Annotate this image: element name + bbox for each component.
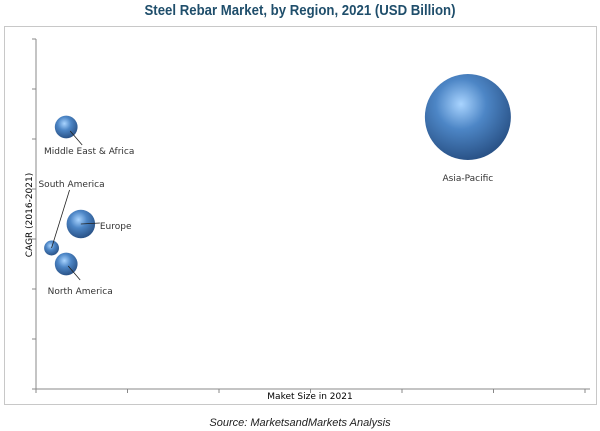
bubble-label: Europe — [100, 222, 132, 232]
leader-line — [80, 222, 100, 225]
bubble-label: North America — [48, 287, 113, 297]
y-axis-label: CAGR (2016-2021) — [25, 173, 35, 257]
bubble — [424, 74, 511, 160]
leader-line — [69, 130, 83, 146]
bubble-label: Asia-Pacific — [443, 174, 494, 184]
bubble — [54, 252, 78, 276]
bubble — [54, 115, 78, 139]
bubble-group: North America — [48, 252, 113, 297]
x-axis-label: Maket Size in 2021 — [267, 392, 352, 402]
chart-frame — [4, 26, 597, 405]
leader-line — [51, 189, 70, 249]
bubble-label: South America — [38, 180, 104, 190]
bubble-group: Middle East & Africa — [44, 115, 134, 157]
bubble-group: Europe — [66, 209, 132, 239]
source-note: Source: MarketsandMarkets Analysis — [209, 417, 391, 429]
bubble-label: Middle East & Africa — [44, 147, 134, 157]
bubble-group: South America — [38, 180, 105, 256]
chart-title: Steel Rebar Market, by Region, 2021 (USD… — [144, 2, 456, 19]
leader-line — [67, 265, 81, 281]
bubble-group: Asia-Pacific — [424, 74, 511, 184]
